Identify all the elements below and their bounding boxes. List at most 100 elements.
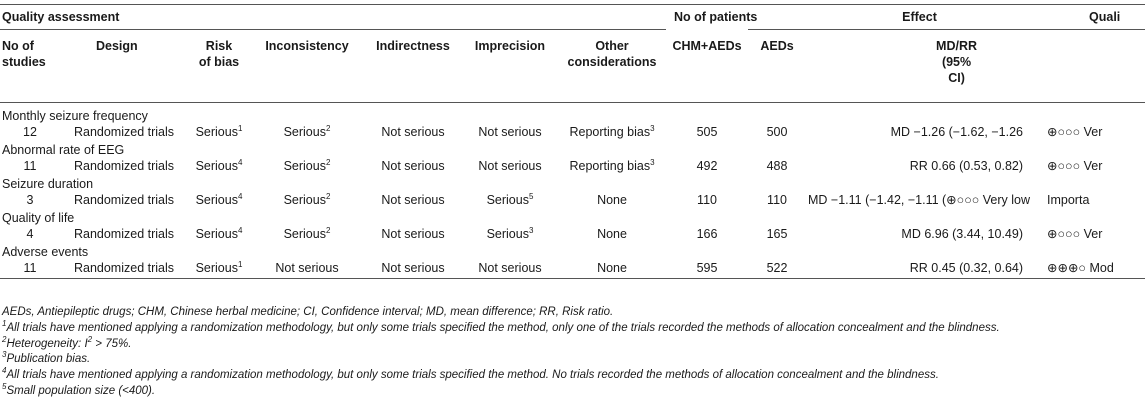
table-footnotes: AEDs, Antiepileptic drugs; CHM, Chinese … <box>2 305 1142 400</box>
footnote-marker: 4 <box>237 158 243 167</box>
cell-quality: ⊕○○○ Ver <box>1047 125 1103 139</box>
footnote-2: 2Heterogeneity: I2 > 75%. <box>2 334 132 350</box>
footnote-abbreviations: AEDs, Antiepileptic drugs; CHM, Chinese … <box>2 306 614 318</box>
cell-no-of-studies: 11 <box>23 159 37 173</box>
outcome-name: Adverse events <box>2 245 89 259</box>
cell-quality: ⊕⊕⊕○ Mod <box>1033 260 1145 279</box>
cell-indirectness: Not serious <box>381 125 445 139</box>
footnote-marker: 1 <box>237 260 243 269</box>
cell-aeds: 165 <box>766 227 788 241</box>
cell-chm-aeds: 166 <box>696 227 718 241</box>
cell-design: Randomized trials <box>73 125 175 139</box>
outcome-name: Abnormal rate of EEG <box>2 143 125 157</box>
cell-other-considerations: Reporting bias3 <box>569 158 655 174</box>
cell-risk-of-bias: Serious1 <box>188 260 250 279</box>
col-aeds: AEDs <box>748 29 807 103</box>
col-risk-of-bias: Risk of bias <box>188 29 250 103</box>
table-body: Monthly seizure frequency 12 Randomized tr… <box>0 103 1145 279</box>
col-inconsistency: Inconsistency <box>250 29 364 103</box>
footnote-marker: 2 <box>325 192 331 201</box>
footnote-1: 1All trials have mentioned applying a ra… <box>2 318 1000 334</box>
outcome-heading-row: Quality of life <box>0 210 1145 226</box>
table-row: 11 Randomized trials Serious4 Serious2 Not s… <box>0 158 1145 176</box>
footnote-marker: 3 <box>528 226 534 235</box>
cell-chm-aeds: 110 <box>697 193 717 207</box>
cell-design: Randomized trials <box>73 227 175 241</box>
cell-effect: RR 0.66 (0.53, 0.82) <box>909 159 1024 173</box>
cell-effect: MD 6.96 (3.44, 10.49) <box>901 227 1024 241</box>
col-no-of-studies: No of studies <box>0 29 60 103</box>
cell-indirectness: Not serious <box>381 159 445 173</box>
outcome-name: Quality of life <box>2 211 75 225</box>
col-indirectness: Indirectness <box>364 29 462 103</box>
cell-aeds: 110 <box>767 193 787 207</box>
cell-risk-of-bias: Serious1 <box>195 124 243 140</box>
cell-risk-of-bias: Serious4 <box>195 226 243 242</box>
cell-no-of-studies: 12 <box>23 125 37 139</box>
grade-evidence-table: Quality assessment No of patients Effect… <box>0 4 1145 279</box>
cell-aeds: 522 <box>748 260 807 279</box>
cell-effect: RR 0.45 (0.32, 0.64) <box>806 260 1034 279</box>
cell-no-of-studies: 4 <box>26 227 34 241</box>
cell-chm-aeds: 492 <box>696 159 718 173</box>
cell-chm-aeds: 505 <box>696 125 718 139</box>
footnote-5: 5Small population size (<400). <box>2 381 156 397</box>
footnote-marker: 2 <box>325 226 331 235</box>
outcome-name: Monthly seizure frequency <box>2 109 148 123</box>
cell-indirectness: Not serious <box>381 227 445 241</box>
footnote-marker: 4 <box>237 226 243 235</box>
cell-other-considerations: None <box>597 193 627 207</box>
footnote-marker: 3 <box>650 124 655 133</box>
cell-quality: ⊕○○○ Ver <box>1047 227 1103 241</box>
footnote-3: 3Publication bias. <box>2 350 91 366</box>
group-quality-assessment: Quality assessment <box>0 4 667 30</box>
footnote-4: 4All trials have mentioned applying a ra… <box>2 366 939 382</box>
header-column-row: No of studies Design Risk of bias Inconsis… <box>0 29 1145 103</box>
col-md-rr: MD/RR (95% CI) <box>806 29 1034 103</box>
cell-design: Randomized trials <box>73 159 175 173</box>
outcome-heading-row: Monthly seizure frequency <box>0 103 1145 125</box>
cell-other-considerations: None <box>597 227 627 241</box>
cell-design: Randomized trials <box>60 260 188 279</box>
cell-no-of-studies: 3 <box>26 193 34 207</box>
outcome-heading-row: Abnormal rate of EEG <box>0 142 1145 158</box>
cell-inconsistency: Serious2 <box>283 124 331 140</box>
cell-imprecision: Not serious <box>478 125 542 139</box>
col-design: Design <box>60 29 188 103</box>
cell-risk-of-bias: Serious4 <box>195 158 243 174</box>
cell-imprecision: Not serious <box>478 159 542 173</box>
col-other-considerations: Other considerations <box>558 29 667 103</box>
col-imprecision: Imprecision <box>462 29 558 103</box>
cell-aeds: 488 <box>766 159 788 173</box>
cell-quality: Importa <box>1047 193 1090 207</box>
outcome-heading-row: Adverse events <box>0 244 1145 260</box>
group-no-of-patients: No of patients <box>674 4 807 30</box>
cell-inconsistency: Serious2 <box>283 226 331 242</box>
footnote-marker: 3 <box>650 158 655 167</box>
table-row: 12 Randomized trials Serious1 Serious2 Not s… <box>0 124 1145 142</box>
cell-no-of-studies: 11 <box>0 260 60 279</box>
cell-imprecision: Serious5 <box>486 192 534 208</box>
outcome-name: Seizure duration <box>2 177 94 191</box>
table-row: 3 Randomized trials Serious4 Serious2 Not se… <box>0 192 1145 210</box>
cell-imprecision: Serious3 <box>486 226 534 242</box>
footnote-marker: 5 <box>528 192 534 201</box>
header-group-row: Quality assessment No of patients Effect… <box>0 4 1145 30</box>
cell-other-considerations: Reporting bias3 <box>569 124 655 140</box>
cell-aeds: 500 <box>766 125 788 139</box>
cell-imprecision: Not serious <box>462 260 558 279</box>
footnote-marker: 2 <box>325 158 331 167</box>
cell-indirectness: Not serious <box>381 193 445 207</box>
footnote-marker: 4 <box>237 192 243 201</box>
cell-inconsistency: Serious2 <box>283 158 331 174</box>
table-row: 11 Randomized trials Serious1 Not serious No… <box>0 260 1145 279</box>
outcome-heading-row: Seizure duration <box>0 176 1145 192</box>
cell-design: Randomized trials <box>73 193 175 207</box>
cell-chm-aeds: 595 <box>666 260 749 279</box>
cell-indirectness: Not serious <box>364 260 462 279</box>
group-quality: Quali <box>1033 4 1145 30</box>
footnote-marker: 1 <box>237 124 243 133</box>
table-row: 4 Randomized trials Serious4 Serious2 Not se… <box>0 226 1145 244</box>
cell-effect: MD −1.11 (−1.42, −1.11 (⊕○○○ Very low <box>808 193 1031 207</box>
